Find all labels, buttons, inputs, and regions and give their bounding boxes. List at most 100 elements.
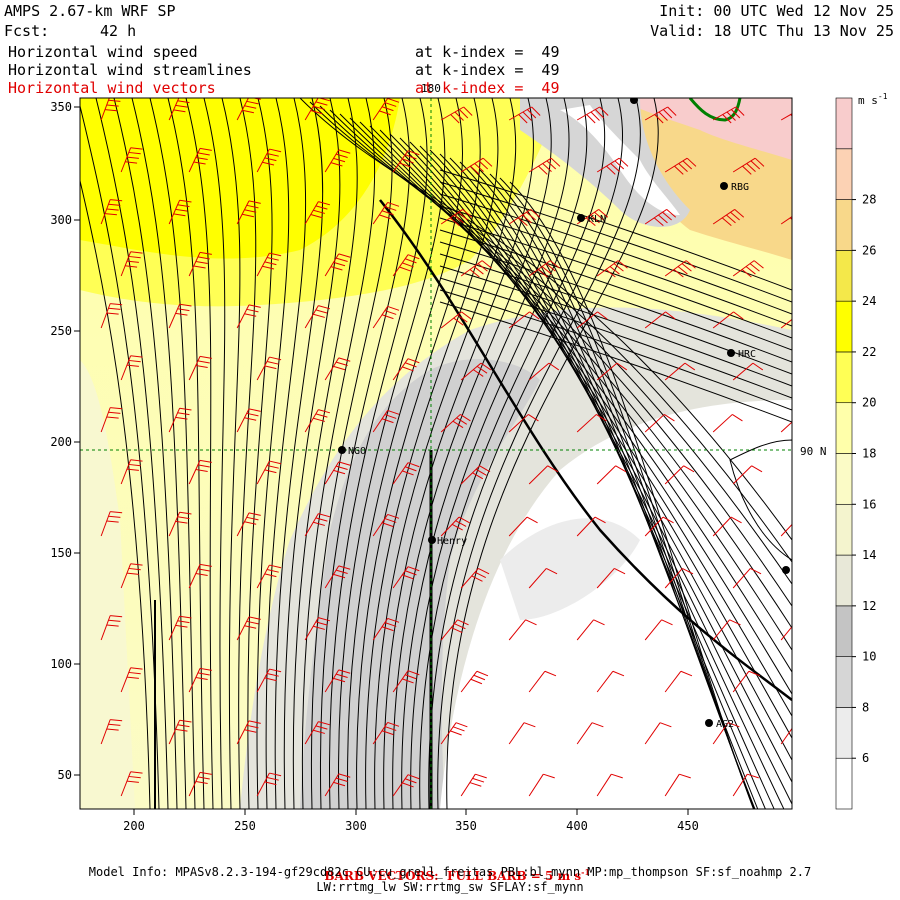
wind-barb-feather [478,160,489,170]
wind-barb-shaft [120,563,132,589]
station-ngo-dot [338,446,346,454]
wind-barb-feather [684,362,696,371]
streamline [419,98,606,809]
speed-shade-calm-region [440,400,792,809]
streamline [265,98,307,809]
wind-barb-feather [175,104,188,108]
wind-barb-feather [384,518,397,523]
x-tick-label: 200 [123,819,145,833]
wind-barb-feather [199,459,212,463]
wind-barb-feather [313,625,325,630]
wind-barb-shaft [188,460,201,485]
wind-barb-shaft [236,408,250,433]
wind-barb-feather [454,623,466,630]
streamline [439,289,792,411]
wind-barb-feather [108,619,121,622]
wind-barb-feather [244,521,257,525]
wind-barb-feather [526,109,537,119]
wind-barb-shaft [801,568,818,588]
wind-barb-feather [611,773,623,779]
wind-barb-feather [246,204,259,209]
wind-barb-feather [318,721,331,726]
wind-barb-shaft [100,407,111,433]
streamline [338,98,446,809]
wind-barb-shaft [392,566,409,589]
wind-barb-feather [548,362,560,371]
wind-barb-feather [677,266,688,275]
wind-barb-feather [110,615,123,618]
wind-barb-shaft [168,615,181,641]
colorbar-label: 24 [862,294,876,308]
wind-barb-feather [128,359,141,363]
wind-barb-feather [130,563,143,566]
wind-barb-shaft [712,722,729,745]
wind-barb-shaft [372,618,389,641]
wind-barb-feather [104,109,117,112]
streamline [221,98,241,809]
station-rbg-dot [720,182,728,190]
wind-barb-feather [269,668,282,673]
wind-barb-feather [264,573,277,578]
wind-barb-feather [318,305,331,310]
wind-barb-shaft [664,773,680,797]
wind-barb-shaft [801,363,821,380]
wind-barb-shaft [576,722,593,745]
wind-barb-feather [810,269,819,277]
wind-barb-feather [402,782,414,788]
wind-barb-feather [387,617,400,623]
wind-barb-feather [315,517,328,522]
y-tick-label: 200 [50,435,72,449]
colorbar-bin [835,148,853,200]
wind-barb-feather [541,266,552,275]
wind-barb-feather [751,465,763,473]
wind-barb-feather [197,672,210,676]
wind-barb-feather [747,773,759,779]
streamline [113,98,178,809]
wind-barb-feather [473,369,484,377]
wind-barb-shaft [392,254,409,277]
wind-barb-feather [590,111,600,121]
wind-barb-feather [177,308,190,312]
wind-barb-feather [199,147,212,151]
wind-barb-feather [473,266,484,275]
wind-barb-feather [248,200,261,204]
wind-barb-feather [381,210,394,216]
wind-barb-feather [471,575,483,582]
wind-barb-feather [108,411,121,414]
wind-barb-feather [175,416,188,420]
wind-barb-feather [457,619,469,626]
wind-barb-feather [310,110,323,115]
colorbar-bin [835,97,853,150]
wind-barb-feather [402,366,414,372]
wind-barb-feather [750,160,761,170]
wind-barb-feather [454,111,464,121]
field-name-streamlines: Horizontal wind streamlines [8,61,252,79]
wind-barb-shaft [801,466,820,484]
wind-barb-shaft [596,157,620,173]
wind-barb-feather [547,465,559,473]
wind-barb-shaft [392,150,409,173]
wind-barb-feather [752,362,764,371]
wind-barb-feather [333,261,346,267]
wind-barb-feather [387,513,400,519]
wind-barb-shaft [644,414,665,433]
streamline [329,109,792,607]
wind-barb-shaft [324,253,340,277]
streamline [256,98,290,809]
colorbar-bin [835,300,853,353]
wind-barb-feather [106,416,119,419]
wind-barb-feather [544,670,557,677]
wind-barb-feather [318,409,331,414]
wind-barb-shaft [508,106,532,121]
wind-barb-feather [522,214,532,224]
colorbar-bin [835,199,853,251]
station-hrc-dot [727,349,735,357]
wind-barb-shaft [188,356,201,381]
wind-barb-feather [199,355,212,359]
wind-barb-feather [745,266,756,275]
streamline [149,98,196,809]
wind-barb-feather [338,357,351,362]
wind-barb-feather [108,515,121,518]
wind-barb-feather [734,209,745,218]
wind-barb-shaft [100,511,111,537]
